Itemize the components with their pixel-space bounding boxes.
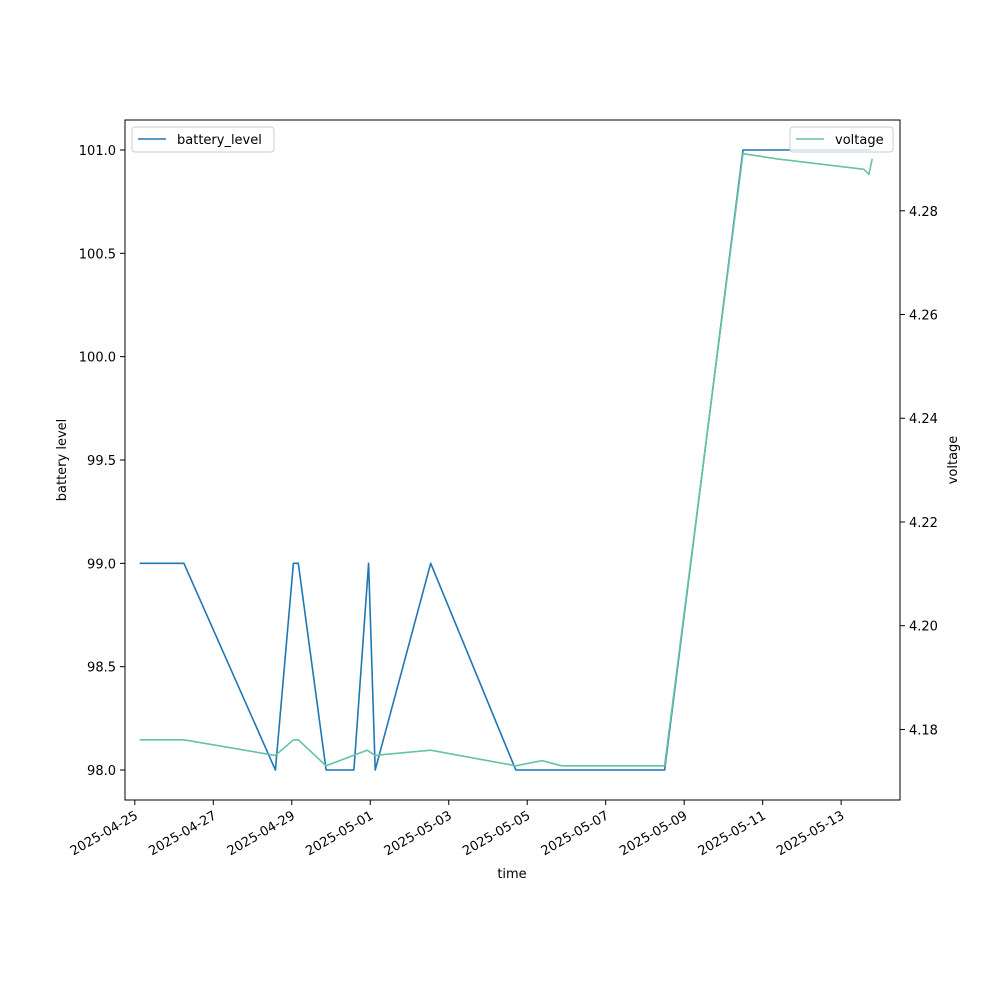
y2-tick-label: 4.18 — [909, 723, 938, 738]
legend-right-box — [789, 126, 894, 153]
x-tick-label: 2025-05-09 — [617, 808, 690, 859]
y-axis-left: 98.0 98.5 99.0 99.5 100.0 100.5 101.0 — [79, 144, 125, 779]
x-tick-label: 2025-05-13 — [774, 808, 847, 859]
y2-tick-label: 4.26 — [909, 309, 938, 324]
x-tick-label: 2025-05-03 — [382, 808, 455, 859]
legend-right: voltage — [789, 126, 894, 153]
x-tick-label: 2025-05-07 — [539, 808, 612, 859]
y-tick-label: 100.0 — [79, 351, 116, 366]
y-tick-label: 99.5 — [87, 454, 116, 469]
y-tick-label: 101.0 — [79, 144, 116, 159]
x-tick-label: 2025-05-05 — [460, 808, 533, 859]
plot-area — [139, 149, 873, 771]
y-tick-label: 98.0 — [87, 764, 116, 779]
x-axis-label: time — [497, 867, 526, 882]
x-tick-label: 2025-04-27 — [146, 808, 219, 859]
y-tick-label: 99.0 — [87, 557, 116, 572]
y-axis-label: battery level — [55, 419, 70, 502]
x-tick-label: 2025-04-25 — [68, 808, 141, 859]
y-tick-label: 98.5 — [87, 661, 116, 676]
x-tick-label: 2025-05-01 — [303, 808, 376, 859]
y2-tick-label: 4.22 — [909, 516, 938, 531]
x-tick-label: 2025-04-29 — [225, 808, 298, 859]
legend-left: battery_level — [131, 126, 275, 153]
legend-left-box — [131, 126, 275, 153]
legend-left-label: battery_level — [177, 133, 262, 148]
y2-tick-label: 4.28 — [909, 205, 938, 220]
series-line-voltage — [139, 152, 873, 767]
y2-tick-label: 4.20 — [909, 620, 938, 635]
y-tick-label: 100.5 — [79, 247, 116, 262]
plot-frame — [124, 119, 901, 801]
x-tick-label: 2025-05-11 — [696, 808, 769, 859]
y2-tick-label: 4.24 — [909, 412, 938, 427]
x-axis: 2025-04-25 2025-04-27 2025-04-29 2025-05-01… — [68, 800, 847, 859]
y-axis-right: 4.18 4.20 4.22 4.24 4.26 4.28 — [900, 205, 938, 738]
series-line-battery-level — [139, 149, 871, 771]
y2-axis-label: voltage — [946, 436, 961, 485]
legend-right-label: voltage — [835, 133, 884, 148]
